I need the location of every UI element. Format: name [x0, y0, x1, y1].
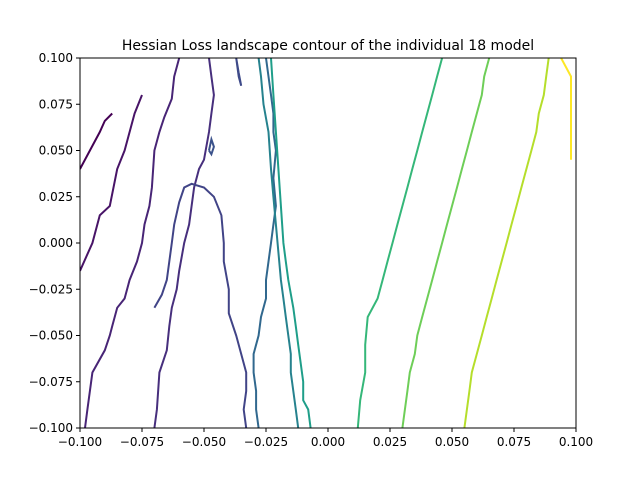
- x-tick-label: −0.025: [244, 435, 288, 449]
- y-tick-label: 0.000: [39, 236, 73, 250]
- contour-line-10: [356, 58, 444, 428]
- y-tick-label: −0.050: [29, 329, 73, 343]
- y-tick-label: 0.100: [39, 51, 73, 65]
- x-tick-label: 0.025: [373, 435, 407, 449]
- x-tick-label: −0.100: [58, 435, 102, 449]
- x-tick-label: 0.100: [559, 435, 593, 449]
- y-tick-label: −0.100: [29, 421, 73, 435]
- y-tick-label: 0.075: [39, 97, 73, 111]
- y-tick-label: −0.025: [29, 282, 73, 296]
- chart-title: Hessian Loss landscape contour of the in…: [122, 38, 534, 54]
- contour-line-1: [80, 94, 143, 272]
- y-tick-label: 0.050: [39, 144, 73, 158]
- contour-line-11: [401, 58, 491, 428]
- contour-line-7: [252, 58, 277, 428]
- x-tick-label: 0.050: [435, 435, 469, 449]
- y-tick-label: 0.025: [39, 190, 73, 204]
- contour-line-6: [208, 135, 215, 157]
- contour-line-0: [80, 112, 113, 170]
- contour-line-8: [257, 58, 300, 428]
- y-tick-label: −0.075: [29, 375, 73, 389]
- contour-line-3: [153, 58, 215, 428]
- contour-line-4: [153, 182, 248, 428]
- x-axis-ticks: −0.100 −0.075 −0.050 −0.025 0.000 0.025 0.050 0…: [58, 428, 593, 449]
- contour-line-2: [84, 58, 181, 428]
- contour-line-9: [270, 58, 312, 428]
- x-tick-label: −0.050: [182, 435, 226, 449]
- contour-line-13: [560, 58, 572, 160]
- y-axis-ticks: 0.100 0.075 0.050 0.025 0.000 −0.025 −0.050 −0.…: [29, 51, 80, 435]
- x-tick-label: 0.075: [497, 435, 531, 449]
- contour-lines: [80, 58, 572, 428]
- x-tick-label: 0.000: [311, 435, 345, 449]
- contour-line-12: [463, 58, 550, 428]
- x-tick-label: −0.075: [120, 435, 164, 449]
- contour-line-5: [235, 58, 243, 87]
